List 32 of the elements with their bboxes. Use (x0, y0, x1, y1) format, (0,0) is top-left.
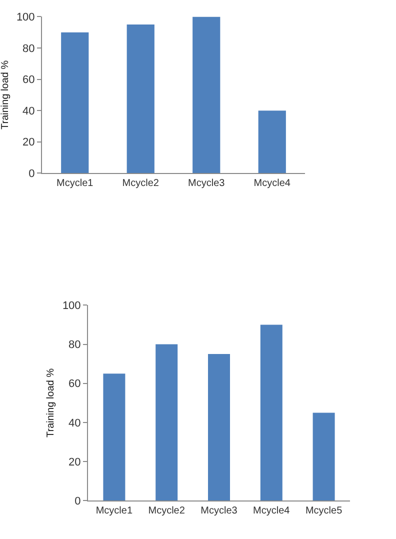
y-tick-label: 60 (68, 378, 81, 390)
y-tick-label: 80 (68, 339, 81, 352)
bar (156, 344, 178, 501)
x-tick-label: Mcycle5 (305, 506, 343, 517)
y-tick-label: 0 (28, 168, 35, 180)
y-tick-label: 80 (22, 42, 35, 55)
bar (192, 16, 220, 174)
x-tick-label: Mcycle3 (200, 506, 238, 517)
x-tick-label: Mcycle2 (122, 178, 160, 190)
x-tick-label: Mcycle1 (96, 506, 133, 517)
x-tick-label: Mcycle4 (254, 178, 291, 190)
y-tick-label: 100 (16, 12, 35, 24)
bar (258, 110, 286, 174)
y-tick-label: 20 (68, 456, 81, 468)
y-tick-label: 20 (22, 136, 35, 149)
x-tick-label: Mcycle4 (253, 506, 290, 517)
x-tick-label: Mcycle3 (188, 178, 226, 190)
bar (61, 32, 89, 174)
bar (208, 354, 230, 501)
y-tick-label: 0 (74, 496, 81, 508)
y-tick-label: 60 (22, 74, 35, 86)
bar (312, 412, 335, 501)
y-tick-label: 100 (62, 300, 81, 312)
x-tick-label: Mcycle1 (56, 178, 94, 190)
bar (103, 374, 126, 501)
y-axis-title: Training load % (0, 60, 11, 130)
y-axis-title: Training load % (45, 368, 56, 438)
y-tick-label: 40 (68, 417, 81, 430)
bar (126, 24, 154, 174)
bar (260, 324, 282, 501)
x-tick-label: Mcycle2 (148, 506, 186, 517)
y-tick-label: 40 (22, 105, 35, 118)
